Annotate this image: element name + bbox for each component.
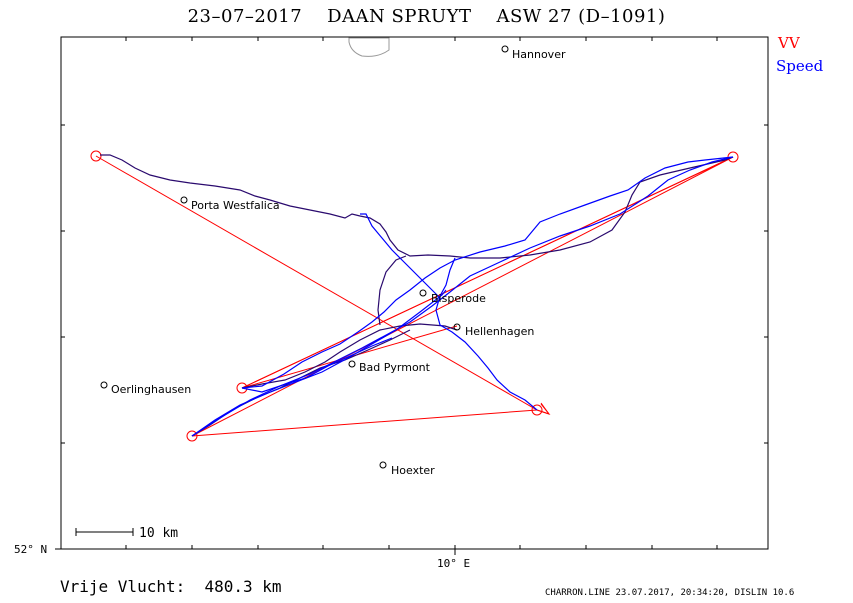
longitude-label: 10° E: [437, 557, 471, 570]
turnpoint-circles: [90, 150, 739, 442]
top-ticks: [125, 37, 718, 41]
track-glide: [100, 154, 734, 437]
lake-outline: [348, 37, 390, 57]
city-label-hannover: Hannover: [512, 48, 566, 61]
city-markers: [100, 45, 509, 469]
city-label-porta-westfalica: Porta Westfalica: [191, 199, 280, 212]
map-frame: [60, 36, 769, 550]
track-speed: [191, 156, 734, 437]
city-label-hellenhagen: Hellenhagen: [465, 325, 534, 338]
right-ticks: [764, 124, 768, 444]
page-title: 23–07–2017 DAAN SPRUYT ASW 27 (D–1091): [187, 6, 666, 27]
city-label-hoexter: Hoexter: [391, 464, 435, 477]
legend-speed: Speed: [776, 57, 824, 75]
city-marker-hannover: [501, 45, 509, 53]
distance-summary: Vrije Vlucht: 480.3 km: [60, 577, 282, 596]
left-ticks: [55, 124, 65, 550]
city-marker-oerlinghausen: [100, 381, 108, 389]
city-marker-bad-pyrmont: [348, 360, 356, 368]
city-marker-bisperode: [419, 289, 427, 297]
city-marker-hellenhagen: [453, 323, 461, 331]
scale-bar-label: 10 km: [139, 526, 179, 541]
legend-vv: VV: [778, 34, 800, 52]
task-lines: [95, 155, 734, 437]
city-label-oerlinghausen: Oerlinghausen: [111, 383, 191, 396]
bottom-ticks: [125, 545, 718, 555]
city-label-bad-pyrmont: Bad Pyrmont: [359, 361, 431, 374]
scale-bar: [75, 528, 134, 536]
city-marker-porta-westfalica: [180, 196, 188, 204]
city-label-bisperode: Bisperode: [431, 292, 486, 305]
footer-credits: CHARRON.LINE 23.07.2017, 20:34:20, DISLI…: [545, 588, 795, 598]
city-marker-hoexter: [379, 461, 387, 469]
latitude-label: 52° N: [14, 543, 48, 556]
